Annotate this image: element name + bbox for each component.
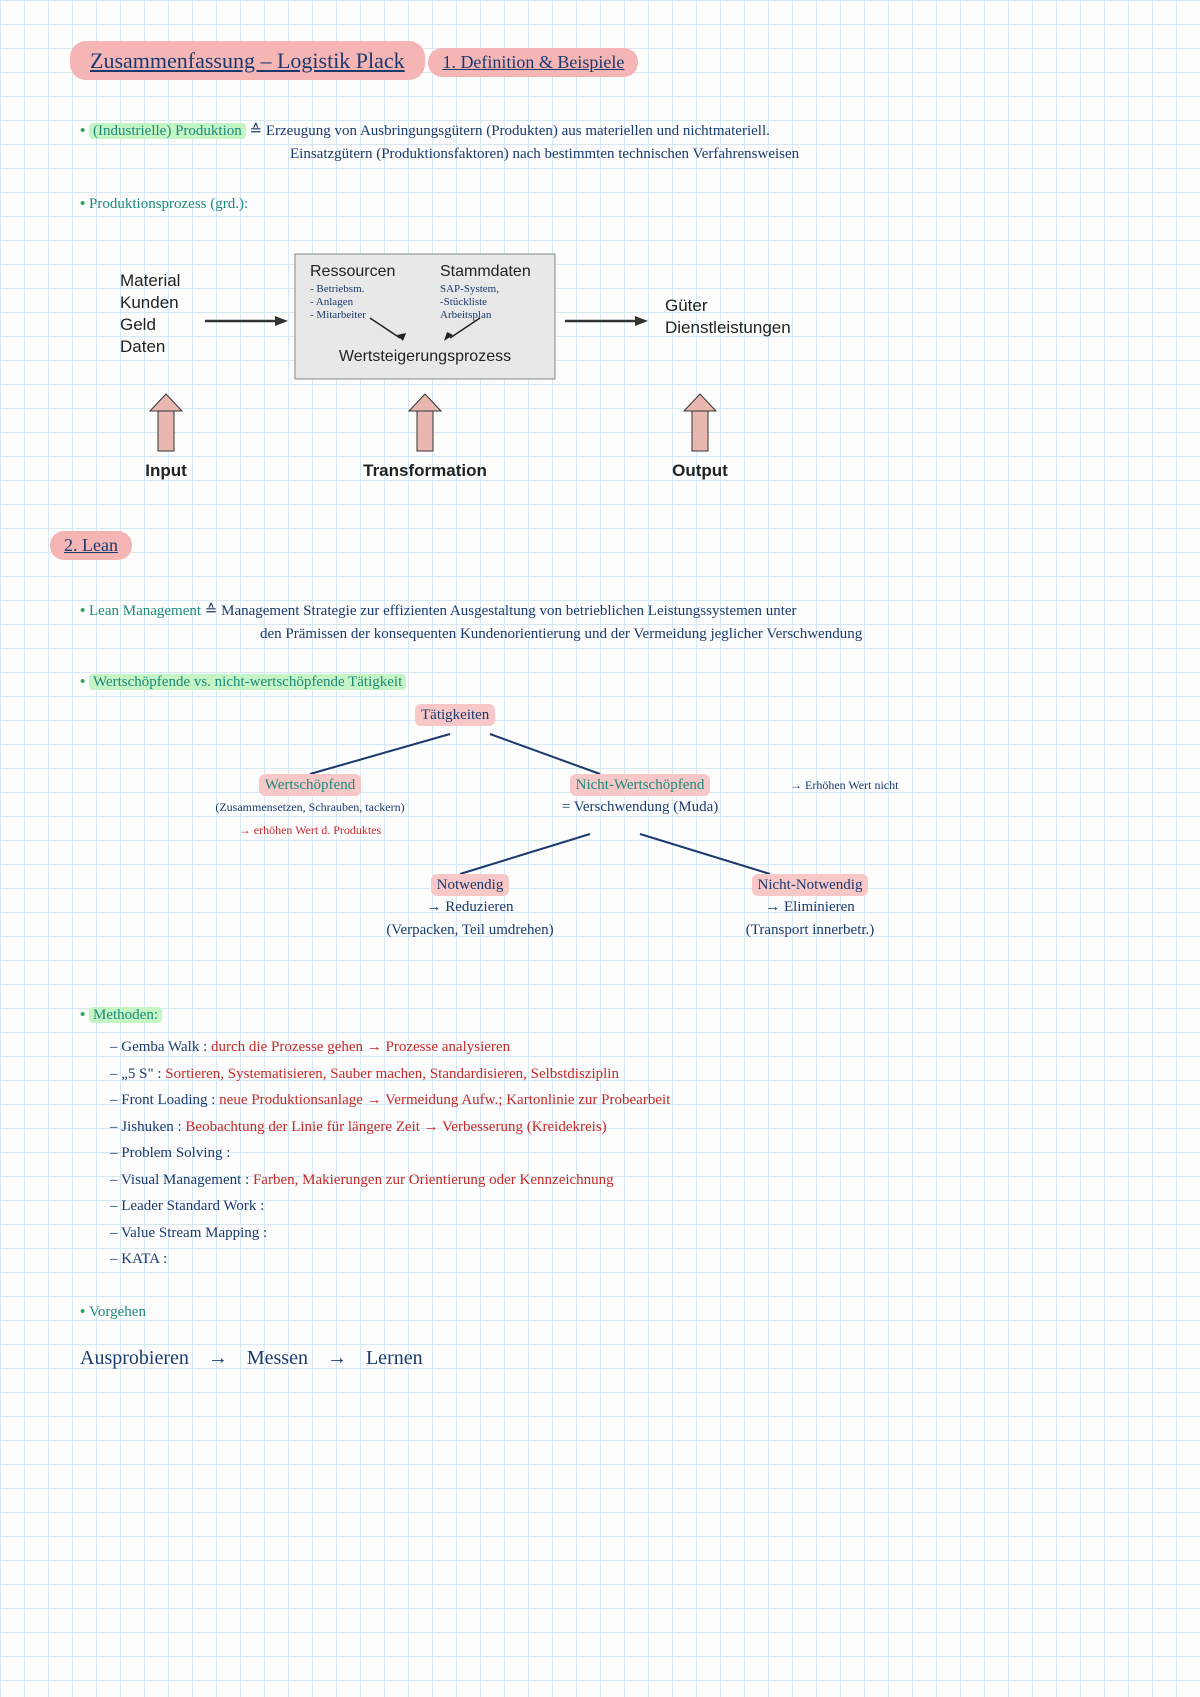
bullet-prozess: Produktionsprozess (grd.): [80, 193, 1170, 216]
methods-list: Gemba Walk : durch die Prozesse gehen → … [50, 1036, 1170, 1271]
bullet-lean: Lean Management ≙ Management Strategie z… [80, 600, 1170, 645]
c1-label: Notwendig [431, 874, 510, 897]
right-note: → Erhöhen Wert nicht [790, 776, 898, 794]
lean-label: Lean Management [89, 603, 201, 619]
lean-def-2: den Prämissen der konsequenten Kundenori… [260, 623, 1170, 646]
vorg-heading: Vorgehen [89, 1304, 146, 1320]
bullet-methods: Methoden: [80, 1004, 1170, 1027]
method-visual: Visual Management : Farben, Makierungen … [110, 1169, 1170, 1192]
method-problemsolving: Problem Solving : [110, 1142, 1170, 1165]
svg-text:Material Kunden: Material Kunden Geld Daten [120, 271, 185, 356]
right-label: Nicht-Wertschöpfend [570, 774, 711, 797]
svg-text:Input: Input [145, 461, 187, 480]
tree-left: Wertschöpfend (Zusammensetzen, Schrauben… [190, 774, 430, 842]
vorgehen-flow: Ausprobieren → Messen → Lernen [80, 1343, 1170, 1373]
activity-tree: Tätigkeiten Wertschöpfend (Zusammensetze… [130, 704, 1170, 984]
tree-lines [130, 704, 1030, 984]
method-5s: „5 S" : Sortieren, Systematisieren, Saub… [110, 1063, 1170, 1086]
c2-ex: (Transport innerbetr.) [746, 922, 875, 938]
left-note: → erhöhen Wert d. Produktes [239, 823, 381, 837]
wert-label: Wertschöpfende vs. nicht-wertschöpfende … [89, 674, 406, 690]
svg-text:Wertsteigerungsprozess: Wertsteigerungsprozess [339, 348, 511, 365]
arrow-icon: → [327, 1347, 347, 1369]
right-sub: = Verschwendung (Muda) [562, 799, 718, 815]
c2-act: → Eliminieren [765, 899, 855, 915]
svg-text:Stammdaten: Stammdaten [440, 263, 531, 280]
def-symbol: ≙ [250, 123, 266, 139]
svg-text:Güter Dienstleistungen: Güter Dienstleistungen [665, 296, 791, 337]
arrow-icon: → [208, 1347, 228, 1369]
section-2-heading: 2. Lean [50, 531, 132, 560]
bullet-vorgehen: Vorgehen [80, 1301, 1170, 1324]
vorg-a: Ausprobieren [80, 1347, 189, 1369]
process-diagram: Material Kunden Geld Daten Ressourcen - … [110, 236, 1170, 494]
root-label: Tätigkeiten [415, 704, 495, 727]
method-kata: KATA : [110, 1248, 1170, 1271]
tree-right: Nicht-Wertschöpfend = Verschwendung (Mud… [510, 774, 770, 819]
process-svg: Material Kunden Geld Daten Ressourcen - … [110, 236, 870, 486]
tree-c1: Notwendig → Reduzieren (Verpacken, Teil … [360, 874, 580, 942]
method-gemba: Gemba Walk : durch die Prozesse gehen → … [110, 1036, 1170, 1059]
method-jishuken: Jishuken : Beobachtung der Linie für län… [110, 1116, 1170, 1139]
left-label: Wertschöpfend [259, 774, 361, 797]
svg-text:Output: Output [672, 461, 728, 480]
section-1-heading: 1. Definition & Beispiele [428, 48, 638, 77]
proc-label: Produktionsprozess (grd.): [89, 196, 248, 212]
method-frontloading: Front Loading : neue Produktionsanlage →… [110, 1089, 1170, 1112]
method-vsm: Value Stream Mapping : [110, 1222, 1170, 1245]
c1-ex: (Verpacken, Teil umdrehen) [386, 922, 553, 938]
tree-root: Tätigkeiten [415, 704, 495, 727]
svg-text:Ressourcen: Ressourcen [310, 263, 395, 280]
prod-label: (Industrielle) Produktion [89, 123, 246, 139]
methods-heading: Methoden: [89, 1007, 162, 1023]
def-symbol-2: ≙ [205, 603, 221, 619]
page-title: Zusammenfassung – Logistik Plack [70, 41, 425, 80]
left-sub: (Zusammensetzen, Schrauben, tackern) [215, 800, 404, 814]
prod-def-2: Einsatzgütern (Produktionsfaktoren) nach… [290, 143, 1170, 166]
tree-c2: Nicht-Notwendig → Eliminieren (Transport… [690, 874, 930, 942]
vorg-c: Lernen [366, 1347, 423, 1369]
prod-def-1: Erzeugung von Ausbringungsgütern (Produk… [266, 123, 770, 139]
vorg-b: Messen [247, 1347, 308, 1369]
method-lsw: Leader Standard Work : [110, 1195, 1170, 1218]
c2-label: Nicht-Notwendig [752, 874, 869, 897]
c1-act: → Reduzieren [426, 899, 513, 915]
bullet-wert: Wertschöpfende vs. nicht-wertschöpfende … [80, 671, 1170, 694]
lean-def-1: Management Strategie zur effizienten Aus… [221, 603, 796, 619]
bullet-produktion: (Industrielle) Produktion ≙ Erzeugung vo… [80, 120, 1170, 165]
svg-text:Transformation: Transformation [363, 461, 487, 480]
